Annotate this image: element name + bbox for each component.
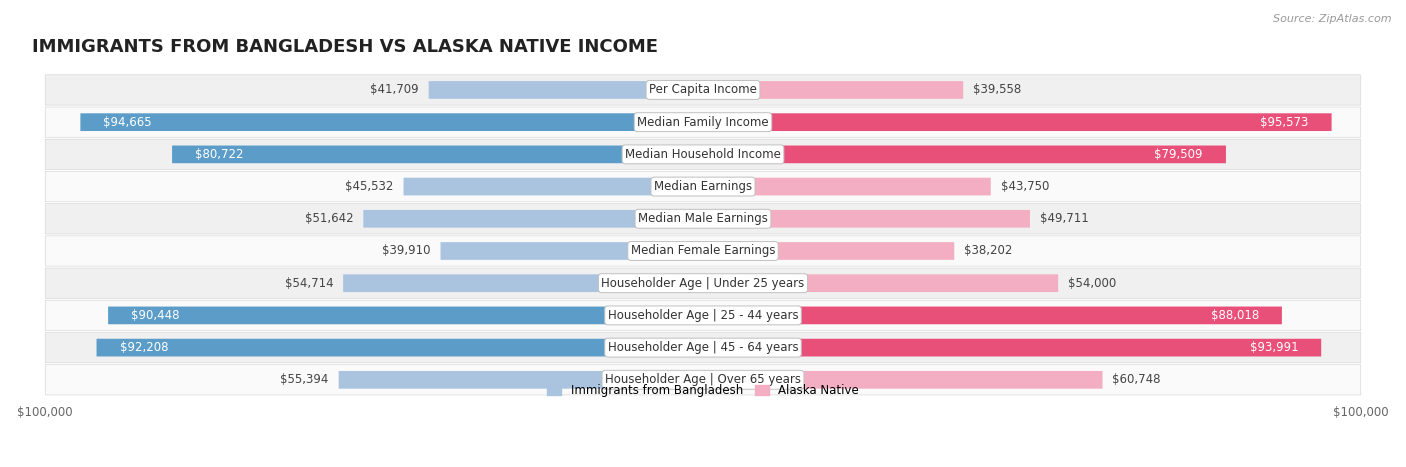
FancyBboxPatch shape bbox=[45, 107, 1361, 137]
FancyBboxPatch shape bbox=[703, 306, 1282, 324]
Text: $94,665: $94,665 bbox=[104, 116, 152, 129]
Text: Source: ZipAtlas.com: Source: ZipAtlas.com bbox=[1274, 14, 1392, 24]
Text: Householder Age | 25 - 44 years: Householder Age | 25 - 44 years bbox=[607, 309, 799, 322]
Text: $60,748: $60,748 bbox=[1112, 373, 1161, 386]
Legend: Immigrants from Bangladesh, Alaska Native: Immigrants from Bangladesh, Alaska Nativ… bbox=[543, 379, 863, 402]
Text: Median Earnings: Median Earnings bbox=[654, 180, 752, 193]
Text: $88,018: $88,018 bbox=[1211, 309, 1258, 322]
FancyBboxPatch shape bbox=[45, 139, 1361, 170]
Text: $45,532: $45,532 bbox=[346, 180, 394, 193]
FancyBboxPatch shape bbox=[45, 300, 1361, 331]
FancyBboxPatch shape bbox=[440, 242, 703, 260]
FancyBboxPatch shape bbox=[108, 306, 703, 324]
Text: Median Female Earnings: Median Female Earnings bbox=[631, 245, 775, 257]
FancyBboxPatch shape bbox=[703, 242, 955, 260]
Text: $43,750: $43,750 bbox=[1001, 180, 1049, 193]
Text: $54,000: $54,000 bbox=[1069, 276, 1116, 290]
Text: $95,573: $95,573 bbox=[1260, 116, 1309, 129]
Text: $51,642: $51,642 bbox=[305, 212, 353, 225]
FancyBboxPatch shape bbox=[343, 274, 703, 292]
FancyBboxPatch shape bbox=[703, 274, 1059, 292]
Text: Per Capita Income: Per Capita Income bbox=[650, 84, 756, 97]
Text: $54,714: $54,714 bbox=[284, 276, 333, 290]
Text: $80,722: $80,722 bbox=[195, 148, 243, 161]
Text: $92,208: $92,208 bbox=[120, 341, 169, 354]
FancyBboxPatch shape bbox=[703, 178, 991, 195]
FancyBboxPatch shape bbox=[45, 171, 1361, 202]
FancyBboxPatch shape bbox=[45, 204, 1361, 234]
FancyBboxPatch shape bbox=[339, 371, 703, 389]
Text: $38,202: $38,202 bbox=[965, 245, 1012, 257]
Text: Median Male Earnings: Median Male Earnings bbox=[638, 212, 768, 225]
FancyBboxPatch shape bbox=[80, 113, 703, 131]
Text: $39,910: $39,910 bbox=[382, 245, 430, 257]
Text: $93,991: $93,991 bbox=[1250, 341, 1298, 354]
FancyBboxPatch shape bbox=[703, 210, 1031, 227]
FancyBboxPatch shape bbox=[363, 210, 703, 227]
FancyBboxPatch shape bbox=[703, 339, 1322, 356]
Text: Householder Age | 45 - 64 years: Householder Age | 45 - 64 years bbox=[607, 341, 799, 354]
Text: $49,711: $49,711 bbox=[1040, 212, 1088, 225]
FancyBboxPatch shape bbox=[703, 81, 963, 99]
FancyBboxPatch shape bbox=[45, 75, 1361, 105]
FancyBboxPatch shape bbox=[703, 146, 1226, 163]
FancyBboxPatch shape bbox=[429, 81, 703, 99]
Text: $41,709: $41,709 bbox=[370, 84, 419, 97]
Text: Median Family Income: Median Family Income bbox=[637, 116, 769, 129]
Text: $55,394: $55,394 bbox=[280, 373, 329, 386]
FancyBboxPatch shape bbox=[45, 268, 1361, 298]
FancyBboxPatch shape bbox=[45, 236, 1361, 266]
FancyBboxPatch shape bbox=[404, 178, 703, 195]
FancyBboxPatch shape bbox=[703, 113, 1331, 131]
Text: Householder Age | Under 25 years: Householder Age | Under 25 years bbox=[602, 276, 804, 290]
Text: Householder Age | Over 65 years: Householder Age | Over 65 years bbox=[605, 373, 801, 386]
Text: $79,509: $79,509 bbox=[1154, 148, 1204, 161]
FancyBboxPatch shape bbox=[703, 371, 1102, 389]
Text: Median Household Income: Median Household Income bbox=[626, 148, 780, 161]
FancyBboxPatch shape bbox=[45, 333, 1361, 363]
FancyBboxPatch shape bbox=[97, 339, 703, 356]
FancyBboxPatch shape bbox=[172, 146, 703, 163]
FancyBboxPatch shape bbox=[45, 365, 1361, 395]
Text: IMMIGRANTS FROM BANGLADESH VS ALASKA NATIVE INCOME: IMMIGRANTS FROM BANGLADESH VS ALASKA NAT… bbox=[32, 38, 658, 57]
Text: $90,448: $90,448 bbox=[131, 309, 180, 322]
Text: $39,558: $39,558 bbox=[973, 84, 1021, 97]
